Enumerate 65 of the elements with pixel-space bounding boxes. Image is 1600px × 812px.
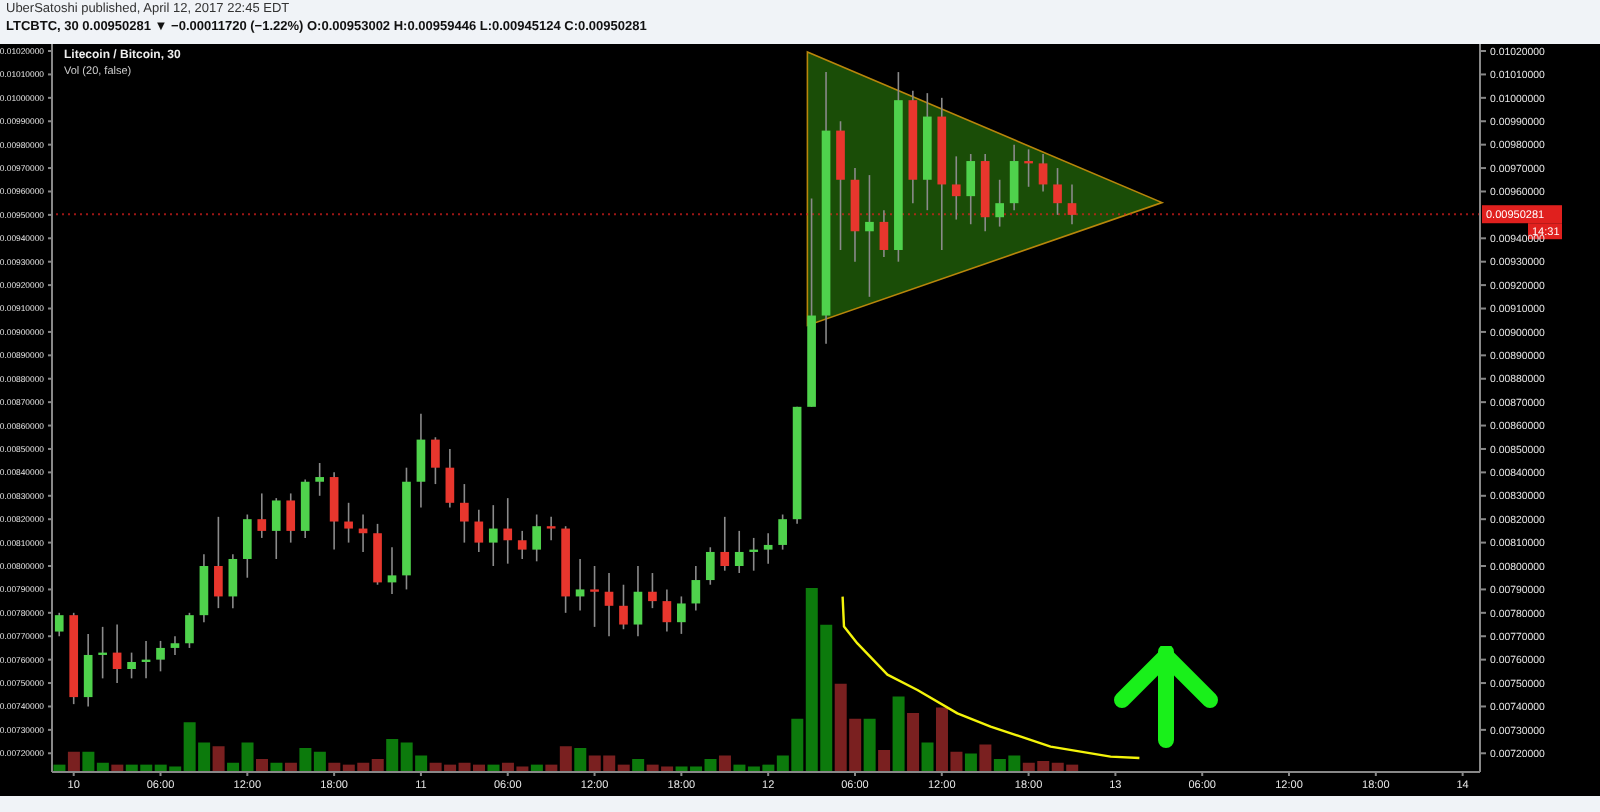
candlestick	[677, 595, 686, 635]
candlestick	[966, 153, 976, 226]
bar	[632, 759, 645, 772]
candlestick	[228, 553, 238, 609]
bar	[863, 718, 876, 772]
candlestick	[271, 497, 281, 560]
candlestick	[488, 504, 498, 567]
bar	[718, 755, 731, 772]
candlestick	[517, 530, 527, 560]
candlestick	[1024, 148, 1033, 188]
candlestick	[344, 502, 353, 544]
candlestick	[170, 635, 180, 656]
bar	[256, 759, 268, 772]
candlestick	[590, 565, 599, 628]
candlestick	[995, 178, 1004, 228]
candlestick	[763, 532, 773, 565]
candlestick	[214, 516, 223, 609]
candlestick	[1053, 167, 1062, 216]
candlestick	[575, 558, 585, 612]
candlestick	[1067, 183, 1077, 226]
candlestick	[445, 448, 455, 509]
candlestick	[257, 492, 267, 539]
candlestick	[705, 546, 715, 586]
bar	[921, 742, 934, 772]
candlestick	[720, 516, 730, 572]
bar	[979, 744, 992, 772]
candlestick	[315, 462, 324, 497]
candlestick	[951, 155, 961, 221]
candlestick	[532, 513, 542, 563]
bar	[878, 749, 891, 772]
candlestick	[286, 492, 296, 544]
candlestick	[329, 471, 339, 551]
bar	[574, 748, 587, 772]
candlestick	[734, 530, 744, 574]
bar	[892, 696, 905, 772]
bar	[212, 746, 225, 772]
candlestick	[416, 413, 426, 509]
candlestick	[662, 588, 672, 633]
candlestick	[1038, 153, 1048, 193]
candlestick	[604, 572, 614, 638]
candlestick	[112, 623, 122, 684]
candlestick	[546, 516, 556, 542]
candlestick	[633, 565, 643, 638]
candlestick	[127, 651, 136, 680]
candlestick	[619, 583, 628, 631]
candlestick	[749, 537, 759, 572]
candlestick	[460, 483, 469, 544]
candlestick	[474, 509, 484, 553]
candlestick	[1009, 143, 1019, 211]
candlestick	[156, 640, 165, 673]
bar	[964, 753, 977, 772]
candlestick	[691, 565, 701, 612]
candlestick	[387, 546, 397, 595]
bar	[67, 751, 80, 772]
candlestick	[431, 436, 440, 485]
candlestick	[865, 174, 874, 298]
candlestick	[879, 209, 889, 258]
candlestick	[648, 572, 657, 609]
candlestick	[83, 633, 93, 708]
candlestick	[185, 612, 194, 649]
candlestick	[503, 497, 513, 565]
candlestick	[778, 513, 787, 551]
candlestick	[98, 626, 107, 680]
candlestick	[242, 513, 252, 579]
bar	[907, 713, 920, 772]
